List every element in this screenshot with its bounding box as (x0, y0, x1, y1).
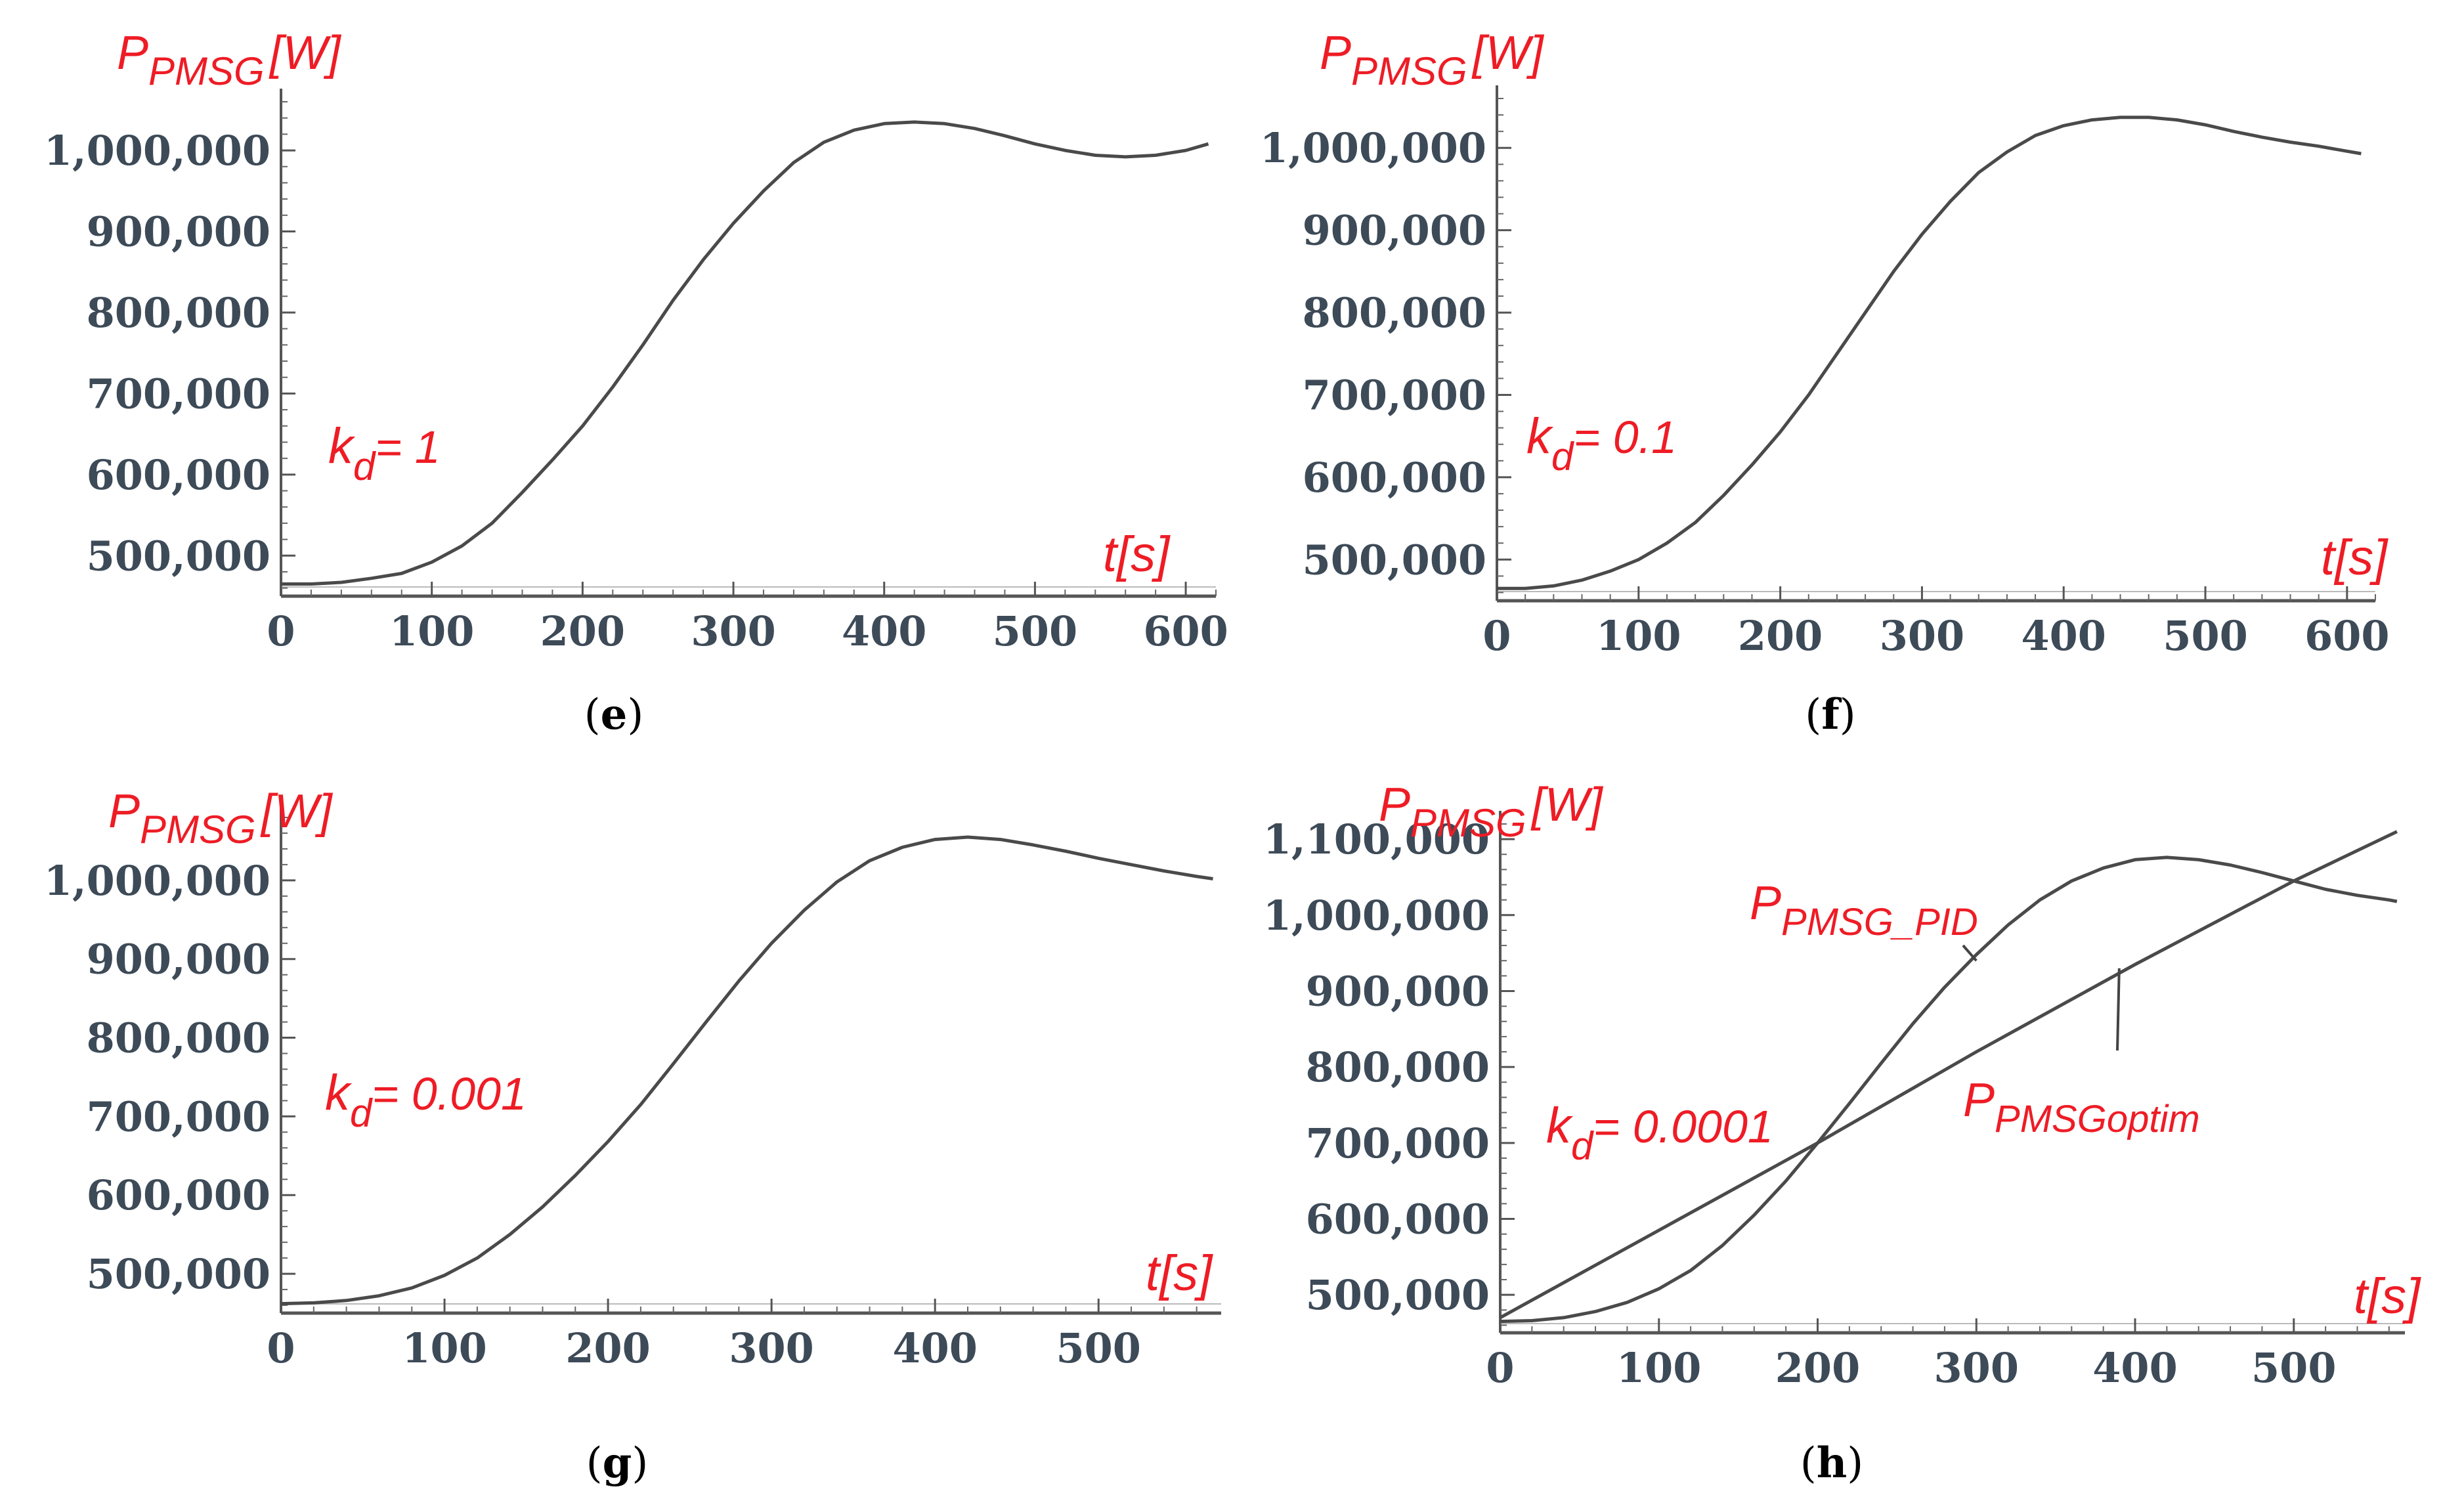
x-tick-label: 100 (389, 607, 474, 655)
leader-line-optim (2116, 968, 2121, 1051)
series-line-p-pmsg (1497, 116, 2362, 590)
y-tick-label: 500,000 (87, 532, 270, 580)
x-tick-label: 200 (1738, 612, 1823, 660)
x-tick-label: 400 (2092, 1344, 2177, 1392)
x-tick-label: 500 (2251, 1344, 2336, 1392)
y-tick-label: 1,000,000 (44, 857, 270, 905)
y-tick-label: 800,000 (87, 1014, 270, 1062)
x-axis-label: t[s] (1146, 1245, 1213, 1301)
y-tick-label: 700,000 (1303, 371, 1486, 419)
panel-caption: (e) (584, 690, 644, 739)
panel-caption: (f) (1805, 690, 1855, 739)
panel-caption: (g) (586, 1439, 649, 1488)
series-line-p-pmsg (280, 835, 1213, 1306)
chart-panel-e: 500,000 600,000 700,000 800,000 900,000 1,000… (44, 27, 1228, 739)
kd-annotation: kd= 1 (328, 418, 441, 488)
y-axis-label: PPMSG [W] (117, 27, 342, 93)
y-tick-label: 900,000 (87, 936, 270, 984)
y-tick-label: 1,000,000 (44, 127, 270, 175)
x-tick-label: 500 (993, 607, 1077, 655)
y-tick-label: 800,000 (87, 289, 270, 337)
x-tick-label: 400 (842, 607, 926, 655)
y-tick-label: 500,000 (1303, 536, 1486, 584)
x-tick-label: 0 (267, 607, 295, 655)
series-label-pmsg-pid: PPMSG_PID (1750, 877, 1978, 943)
x-axis-label: t[s] (2321, 530, 2388, 586)
x-tick-label: 100 (402, 1324, 486, 1372)
x-tick-label: 100 (1596, 612, 1681, 660)
x-tick-label: 300 (1934, 1344, 2019, 1392)
y-tick-label: 800,000 (1303, 289, 1486, 337)
x-tick-label: 400 (2021, 612, 2106, 660)
chart-panel-f: 500,000 600,000 700,000 800,000 900,000 1,000… (1260, 27, 2390, 739)
chart-panel-g: 500,000 600,000 700,000 800,000 900,000 1,000… (44, 785, 1221, 1488)
y-tick-label: 600,000 (1306, 1195, 1490, 1243)
leader-line-pid (1962, 944, 1978, 962)
kd-annotation: kd= 0.001 (325, 1065, 527, 1135)
series-line-p-pmsg (281, 120, 1209, 586)
y-tick-label: 500,000 (1306, 1271, 1490, 1319)
y-axis-label: PPMSG [W] (1379, 779, 1604, 845)
x-tick-label: 300 (729, 1324, 813, 1372)
y-tick-label: 700,000 (87, 370, 270, 418)
chart-panel-h: 500,000 600,000 700,000 800,000 900,000 1,000… (1263, 779, 2421, 1488)
x-tick-label: 300 (1880, 612, 1964, 660)
x-tick-label: 500 (1056, 1324, 1141, 1372)
kd-annotation: kd= 0.1 (1526, 408, 1677, 479)
y-axis-label: PPMSG [W] (108, 785, 334, 852)
x-tick-label: 400 (892, 1324, 977, 1372)
x-tick-label: 600 (2304, 612, 2389, 660)
series-line-p-pmsgoptim (1499, 830, 2398, 1320)
x-tick-label: 300 (691, 607, 775, 655)
y-tick-label: 900,000 (87, 208, 270, 256)
y-tick-label: 1,000,000 (1263, 892, 1490, 940)
x-tick-label: 0 (1482, 612, 1511, 660)
kd-annotation: kd= 0.0001 (1546, 1098, 1773, 1168)
x-axis-label: t[s] (1103, 527, 1171, 582)
y-tick-label: 1,000,000 (1260, 124, 1486, 172)
x-tick-label: 200 (540, 607, 625, 655)
y-tick-label: 900,000 (1306, 967, 1490, 1015)
x-tick-label: 600 (1143, 607, 1228, 655)
y-tick-label: 600,000 (1303, 454, 1486, 502)
x-axis-label: t[s] (2354, 1268, 2421, 1324)
y-tick-label: 700,000 (1306, 1119, 1490, 1167)
y-tick-label: 700,000 (87, 1093, 270, 1140)
y-tick-label: 600,000 (87, 451, 270, 499)
y-tick-label: 600,000 (87, 1171, 270, 1219)
series-label-pmsgoptim: PPMSGoptim (1963, 1074, 2200, 1140)
x-tick-label: 500 (2163, 612, 2247, 660)
panel-caption: (h) (1800, 1439, 1863, 1488)
y-tick-label: 500,000 (87, 1250, 270, 1298)
x-tick-label: 0 (267, 1324, 295, 1372)
y-tick-label: 1,100,000 (1263, 815, 1490, 863)
series-line-p-pmsg-pid (1500, 855, 2398, 1324)
x-tick-label: 200 (1775, 1344, 1860, 1392)
y-tick-label: 800,000 (1306, 1043, 1490, 1091)
y-tick-label: 900,000 (1303, 207, 1486, 255)
x-tick-label: 100 (1616, 1344, 1701, 1392)
x-tick-label: 200 (565, 1324, 650, 1372)
x-tick-label: 0 (1486, 1344, 1514, 1392)
y-axis-label: PPMSG [W] (1320, 27, 1545, 93)
